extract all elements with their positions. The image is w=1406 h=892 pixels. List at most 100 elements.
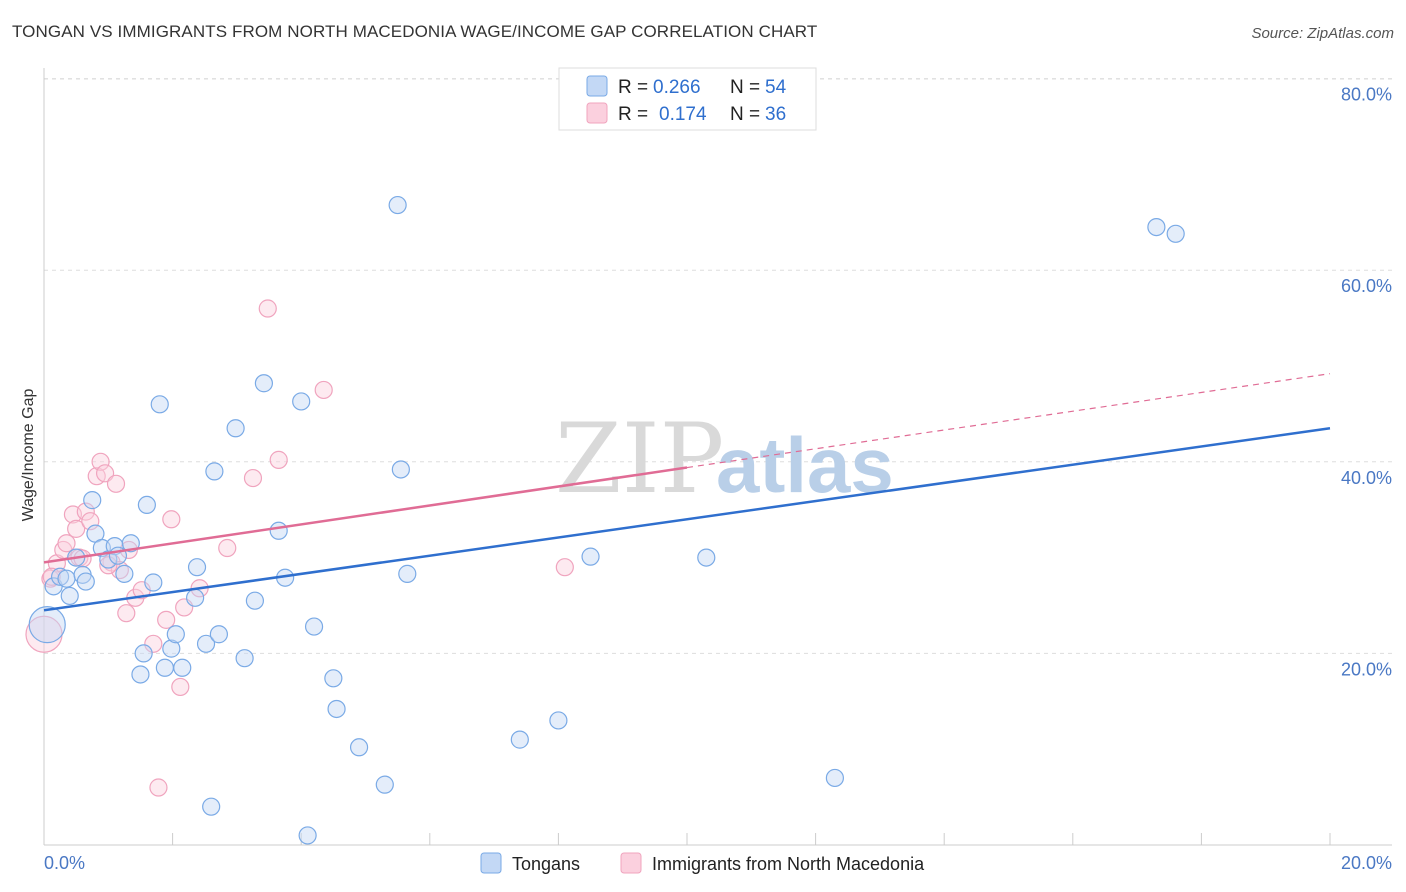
legend-n-label-1: N =	[730, 77, 760, 98]
data-point	[298, 826, 317, 845]
bottom-legend-swatch-immigrants	[620, 852, 642, 874]
trend-line-immigrants-extension	[686, 373, 1331, 469]
data-point	[115, 564, 134, 583]
bottom-legend-label-tongans: Tongans	[512, 854, 580, 874]
y-tick-label-80: 80.0%	[1341, 85, 1392, 105]
legend-r-label-2: R =	[618, 104, 648, 125]
data-point	[218, 538, 237, 558]
data-point	[166, 625, 185, 644]
chart-title: TONGAN VS IMMIGRANTS FROM NORTH MACEDONI…	[12, 22, 818, 41]
data-point	[825, 768, 844, 788]
y-tick-label-20: 20.0%	[1341, 659, 1392, 679]
data-point	[549, 711, 568, 730]
data-point	[57, 534, 76, 553]
data-point	[245, 591, 265, 610]
bottom-legend-swatch-tongans	[480, 852, 502, 874]
data-point	[398, 564, 417, 583]
data-point	[131, 665, 150, 684]
data-point	[28, 606, 66, 644]
data-point	[121, 534, 140, 553]
data-point	[243, 468, 263, 488]
stats-legend: R = 0.266 N = 54 R = 0.174 N = 36	[558, 67, 817, 131]
y-axis-tick-labels: 20.0% 40.0% 60.0% 80.0%	[1341, 85, 1392, 680]
data-point	[144, 573, 163, 592]
data-point	[555, 558, 574, 577]
data-point	[117, 604, 136, 623]
data-point	[196, 634, 216, 653]
data-point	[375, 775, 394, 794]
data-point	[134, 644, 153, 663]
data-point	[391, 460, 410, 479]
data-point	[235, 649, 254, 668]
legend-n-value-1: 54	[765, 77, 787, 98]
data-point	[83, 491, 102, 510]
data-point	[581, 547, 600, 566]
legend-n-label-2: N =	[730, 104, 760, 125]
trend-lines	[43, 373, 1331, 612]
series-tongans-points	[28, 195, 1185, 845]
y-tick-label-40: 40.0%	[1341, 468, 1392, 488]
data-point	[57, 569, 76, 588]
gridlines	[44, 78, 1392, 654]
data-point	[144, 634, 163, 653]
x-tick-label-max: 20.0%	[1341, 853, 1392, 873]
data-point	[349, 738, 369, 757]
watermark-atlas: atlas	[716, 421, 894, 509]
data-point	[205, 462, 224, 481]
data-point	[150, 395, 169, 414]
data-point	[162, 510, 181, 529]
data-point	[304, 617, 324, 636]
legend-r-value-1: 0.266	[653, 77, 701, 98]
data-point	[697, 548, 716, 567]
data-point	[149, 778, 168, 797]
data-point	[95, 464, 115, 483]
data-point	[388, 195, 407, 215]
trend-line-immigrants	[43, 466, 688, 564]
data-point	[173, 658, 192, 677]
data-point	[209, 625, 228, 644]
watermark-zip: ZIP	[555, 403, 724, 515]
data-point	[324, 669, 343, 688]
legend-n-value-2: 36	[765, 104, 786, 125]
data-point	[292, 392, 311, 411]
data-point	[76, 572, 95, 591]
bottom-legend-label-immigrants: Immigrants from North Macedonia	[652, 854, 925, 874]
trend-line-tongans	[43, 427, 1331, 612]
legend-r-value-2: 0.174	[659, 104, 707, 125]
data-point	[258, 299, 277, 318]
data-point	[269, 450, 288, 469]
data-point	[269, 521, 288, 540]
x-tick-label-min: 0.0%	[44, 853, 85, 873]
data-point	[60, 586, 79, 606]
data-point	[202, 797, 221, 816]
data-point	[1166, 224, 1185, 243]
series-legend: Tongans Immigrants from North Macedonia	[480, 852, 925, 874]
data-point	[254, 374, 274, 393]
data-point	[187, 558, 207, 577]
data-point	[76, 502, 95, 521]
data-point	[106, 474, 126, 493]
data-point	[510, 730, 529, 749]
data-point	[314, 380, 333, 400]
data-point	[50, 567, 70, 586]
source-label: Source: ZipAtlas.com	[1251, 25, 1394, 42]
data-point	[171, 677, 190, 697]
y-tick-label-60: 60.0%	[1341, 276, 1392, 296]
data-point	[155, 658, 174, 677]
x-axis-ticks	[43, 833, 1331, 845]
data-point	[162, 639, 181, 658]
data-point	[186, 588, 205, 607]
data-point	[99, 556, 118, 575]
legend-swatch-immigrants	[586, 102, 608, 124]
data-point	[67, 519, 86, 538]
legend-swatch-tongans	[586, 75, 608, 97]
y-axis-label: Wage/Income Gap	[20, 389, 37, 522]
data-point	[1147, 217, 1166, 237]
data-point	[91, 452, 110, 471]
legend-r-label-1: R =	[618, 77, 648, 98]
data-point	[137, 495, 156, 515]
data-point	[327, 699, 346, 719]
data-point	[226, 419, 245, 438]
data-point	[157, 610, 176, 629]
